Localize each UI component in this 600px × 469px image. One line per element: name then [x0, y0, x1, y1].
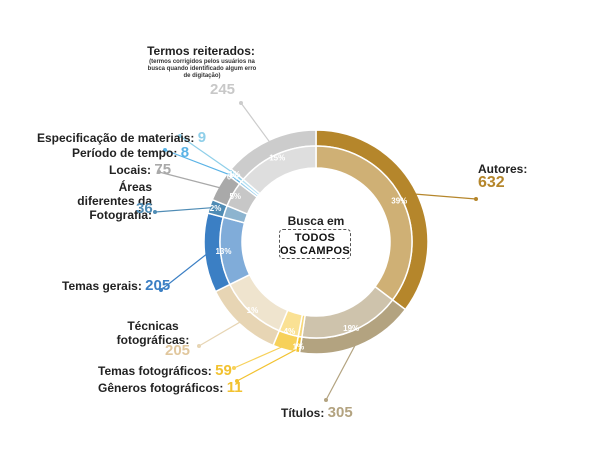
- leader-locais: [158, 171, 223, 189]
- pct-label-autores: 39%: [391, 197, 407, 206]
- pct-label-especificacao-de-materiais: 1%: [229, 170, 241, 179]
- label-temas-gerais: Temas gerais: 205: [62, 277, 171, 294]
- donut-slices: [203, 129, 429, 355]
- value-temas-fotograficos: 59: [215, 362, 232, 379]
- leader-dot-temas-fotograficos: [232, 366, 236, 370]
- label-especificacao-text: Especificação de materiais:: [37, 131, 195, 145]
- center-box-line-2: OS CAMPOS: [280, 245, 350, 257]
- label-termos-reiterados-value: 245: [210, 81, 236, 98]
- value-autores: 632: [478, 174, 505, 191]
- label-areas: Áreas diferentes da Fotografia:: [60, 180, 152, 222]
- label-temas-fotograficos: Temas fotográficos: 59: [98, 362, 232, 379]
- value-titulos: 305: [327, 404, 353, 421]
- leader-areas-diferentes-da-fotografia: [154, 206, 214, 213]
- leader-especificacao-de-materiais: [179, 135, 234, 174]
- leader-temas-fotograficos: [233, 344, 286, 369]
- pct-label-periodo-de-tempo: 0%: [227, 173, 239, 182]
- label-termos-reiterados: Termos reiterados:: [145, 44, 257, 58]
- label-autores-text: Autores:: [478, 162, 528, 176]
- label-temas-gerais-text: Temas gerais:: [62, 279, 142, 293]
- pct-label-termos-reiterados: 15%: [269, 153, 285, 162]
- leader-tecnicas-fotograficas: [198, 320, 243, 347]
- pct-label-locais: 5%: [229, 192, 241, 201]
- pct-label-tecnicas-fotograficas: 1%: [247, 306, 259, 315]
- pct-label-temas-gerais: 13%: [215, 247, 231, 256]
- label-tecnicas: Técnicas fotográficas:: [116, 319, 190, 347]
- label-generos-text: Gêneros fotográficos:: [98, 381, 224, 395]
- pct-label-generos-fotograficos: 1%: [293, 343, 305, 352]
- label-termos-reiterados-text: Termos reiterados:: [147, 44, 255, 58]
- value-locais: 75: [154, 161, 172, 178]
- leader-lines: [153, 101, 478, 402]
- percent-labels: 39%19%1%4%1%13%2%5%0%1%15%: [210, 153, 408, 351]
- label-periodo: Período de tempo: 8: [72, 144, 190, 161]
- leader-generos-fotograficos: [236, 347, 299, 382]
- center-box: TODOS OS CAMPOS: [279, 229, 351, 259]
- leader-dot-tecnicas-fotograficas: [197, 344, 201, 348]
- label-tecnicas-text: Técnicas fotográficas:: [116, 319, 190, 347]
- leader-dot-termos-reiterados: [239, 101, 243, 105]
- value-tecnicas: 205: [165, 342, 191, 359]
- center-box-line-1: TODOS: [294, 232, 336, 244]
- label-temas-fotograficos-text: Temas fotográficos:: [98, 364, 212, 378]
- leader-dot-especificacao-de-materiais: [178, 134, 182, 138]
- leader-temas-gerais: [160, 252, 209, 291]
- label-locais: Locais: 75: [109, 161, 172, 178]
- label-titulos-text: Títulos:: [281, 406, 325, 420]
- label-termos-reiterados-note: (termos corrigidos pelos usuários na bus…: [147, 59, 257, 79]
- label-tecnicas-value: 205: [165, 342, 191, 359]
- value-especificacao: 9: [197, 129, 207, 146]
- label-autores-value: 632: [478, 174, 505, 191]
- label-autores: Autores:: [478, 162, 527, 176]
- leader-dot-periodo-de-tempo: [163, 148, 167, 152]
- leader-dot-temas-gerais: [159, 288, 163, 292]
- center-title: Busca em: [287, 214, 345, 228]
- leader-titulos: [325, 341, 358, 401]
- leader-dot-locais: [157, 170, 161, 174]
- leader-termos-reiterados: [240, 102, 272, 145]
- value-periodo: 8: [180, 144, 190, 161]
- label-periodo-text: Período de tempo:: [72, 146, 178, 160]
- leader-dot-generos-fotograficos: [235, 379, 239, 383]
- value-areas: 36: [136, 200, 153, 217]
- label-areas-text: Áreas diferentes da Fotografia:: [77, 180, 152, 222]
- label-titulos: Títulos: 305: [281, 404, 353, 421]
- leader-dot-areas-diferentes-da-fotografia: [153, 210, 157, 214]
- pct-label-titulos: 19%: [343, 324, 359, 333]
- value-termos-reiterados: 245: [210, 81, 236, 98]
- donut-hole: [242, 168, 390, 316]
- leader-dot-titulos: [324, 398, 328, 402]
- value-generos: 11: [226, 379, 243, 396]
- leader-dot-autores: [474, 197, 478, 201]
- label-especificacao: Especificação de materiais: 9: [37, 129, 207, 146]
- label-locais-text: Locais:: [109, 163, 152, 177]
- label-areas-value: 36: [136, 200, 153, 217]
- label-generos: Gêneros fotográficos: 11: [98, 379, 243, 396]
- pct-label-areas-diferentes-da-fotografia: 2%: [210, 204, 222, 213]
- leader-autores: [412, 193, 477, 200]
- leader-periodo-de-tempo: [164, 149, 232, 176]
- value-temas-gerais: 205: [145, 277, 171, 294]
- pct-label-temas-fotograficos: 4%: [284, 327, 296, 336]
